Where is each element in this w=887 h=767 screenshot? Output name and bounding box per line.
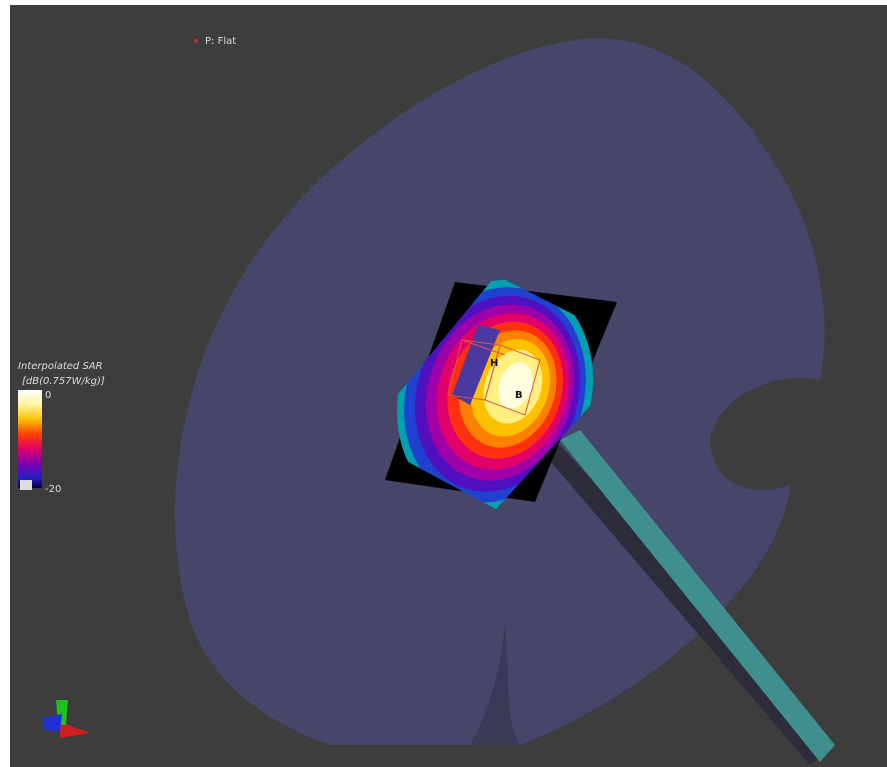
marker-label: B bbox=[515, 390, 523, 401]
legend-title: Interpolated SAR bbox=[18, 361, 103, 372]
view-mode-label: P: Flat bbox=[205, 36, 236, 47]
zoom-cube bbox=[447, 339, 541, 416]
view-mode-icon bbox=[194, 39, 198, 43]
probe-face bbox=[452, 325, 500, 405]
colorbar-button[interactable] bbox=[20, 480, 32, 490]
legend-bottom-label: -20 bbox=[45, 484, 61, 495]
stick bbox=[560, 430, 835, 762]
marker-label: H bbox=[490, 358, 498, 369]
colorbar bbox=[18, 390, 42, 488]
legend-unit: [dB(0.757W/kg)] bbox=[22, 376, 105, 387]
axis-triad bbox=[42, 700, 90, 738]
shell-fold bbox=[470, 625, 520, 745]
legend-top-label: 0 bbox=[45, 390, 51, 401]
